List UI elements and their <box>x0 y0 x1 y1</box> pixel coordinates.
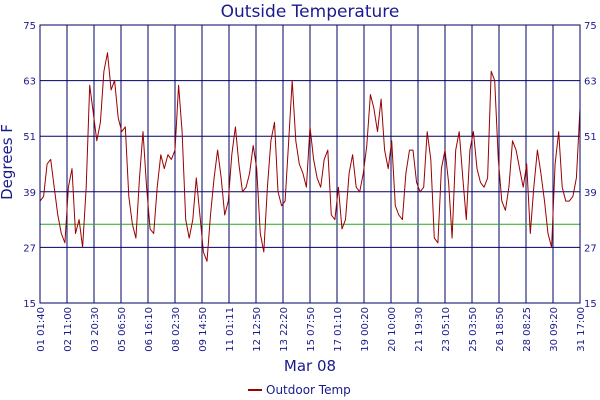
x-tick-label: 30 09:20 <box>549 307 560 352</box>
y-tick-label-right: 39 <box>584 188 597 199</box>
x-tick-label: 09 14:50 <box>198 307 209 352</box>
y-tick-label-right: 27 <box>584 243 597 254</box>
y-tick-label: 15 <box>23 299 36 310</box>
y-axis-label: Degrees F <box>0 124 16 200</box>
x-tick-label: 05 06:50 <box>117 307 128 352</box>
x-tick-labels: 01 01:40 02 11:00 03 20:30 05 06:50 06 16:10… <box>36 307 587 352</box>
x-tick-label: 01 01:40 <box>36 307 47 352</box>
x-tick-label: 08 02:30 <box>171 307 182 352</box>
y-tick-labels-left: 15 27 39 51 63 75 <box>23 21 36 310</box>
x-tick-label: 02 11:00 <box>63 307 74 352</box>
series-line-outdoor-temp <box>39 52 581 262</box>
x-tick-label: 28 08:25 <box>522 307 533 352</box>
y-tick-label-right: 75 <box>584 21 597 32</box>
y-tick-label: 51 <box>23 132 36 143</box>
x-tick-label: 17 01:10 <box>333 307 344 352</box>
x-tick-label: 06 16:10 <box>144 307 155 352</box>
x-tick-label: 23 05:10 <box>441 307 452 352</box>
y-tick-label-right: 15 <box>584 299 597 310</box>
x-tick-label: 15 07:50 <box>306 307 317 352</box>
chart-title: Outside Temperature <box>221 2 400 22</box>
y-tick-label: 27 <box>23 243 36 254</box>
legend: Outdoor Temp <box>248 383 351 397</box>
plot-frame <box>39 24 581 304</box>
y-tick-label: 39 <box>23 188 36 199</box>
x-tick-label: 21 19:30 <box>414 307 425 352</box>
x-tick-label: 26 18:50 <box>495 307 506 352</box>
y-tick-label: 75 <box>23 21 36 32</box>
x-tick-label: 31 17:00 <box>576 307 587 352</box>
x-tick-label: 25 03:50 <box>468 307 479 352</box>
legend-label-outdoor-temp: Outdoor Temp <box>266 383 351 397</box>
x-tick-label: 19 00:20 <box>360 307 371 352</box>
x-tick-label: 03 20:30 <box>90 307 101 352</box>
x-tick-label: 12 12:50 <box>252 307 263 352</box>
y-tick-labels-right: 15 27 39 51 63 75 <box>584 21 597 310</box>
y-tick-label-right: 63 <box>584 77 597 88</box>
x-axis-label: Mar 08 <box>284 357 336 375</box>
y-tick-label: 63 <box>23 77 36 88</box>
x-tick-label: 20 10:00 <box>387 307 398 352</box>
x-tick-label: 11 01:11 <box>225 307 236 352</box>
y-tick-label-right: 51 <box>584 132 597 143</box>
series-layer <box>39 52 581 262</box>
x-tick-label: 13 22:20 <box>279 307 290 352</box>
